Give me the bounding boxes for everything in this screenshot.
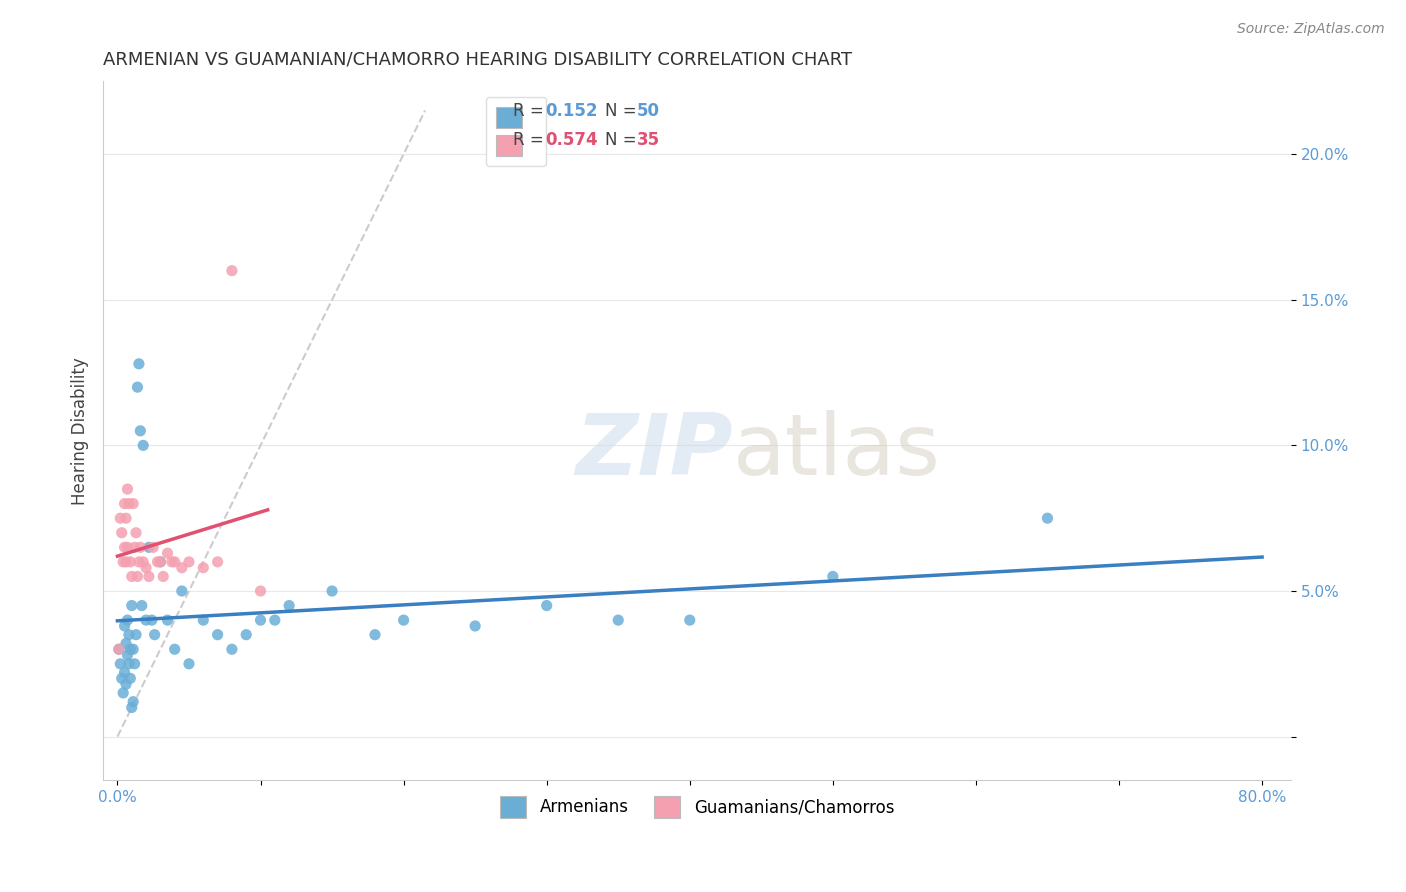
Point: [132, 555, 155, 569]
Point: [152, 569, 174, 583]
Point: [146, 555, 169, 569]
Point: [170, 584, 193, 599]
Point: [117, 541, 139, 555]
Point: [207, 628, 229, 642]
Point: [364, 628, 387, 642]
Point: [110, 657, 132, 671]
Point: [122, 497, 145, 511]
Point: [156, 546, 179, 560]
Point: [536, 599, 558, 613]
Point: [115, 636, 138, 650]
Legend: Armenians, Guamanians/Chamorros: Armenians, Guamanians/Chamorros: [494, 789, 901, 824]
Point: [135, 560, 157, 574]
Point: [249, 584, 271, 599]
Point: [163, 555, 186, 569]
Point: [141, 613, 163, 627]
Point: [249, 613, 271, 627]
Point: [114, 541, 136, 555]
Point: [120, 642, 142, 657]
Point: [125, 628, 148, 642]
Point: [118, 497, 141, 511]
Point: [131, 599, 153, 613]
Point: [177, 657, 200, 671]
Point: [122, 642, 145, 657]
Point: [163, 642, 186, 657]
Point: [118, 657, 141, 671]
Point: [108, 642, 131, 657]
Point: [177, 555, 200, 569]
Point: [1036, 511, 1059, 525]
Point: [114, 497, 136, 511]
Point: [278, 599, 301, 613]
Point: [122, 695, 145, 709]
Point: [607, 613, 630, 627]
Point: [114, 665, 136, 680]
Point: [124, 657, 146, 671]
Point: [110, 511, 132, 525]
Point: [821, 569, 844, 583]
Text: Source: ZipAtlas.com: Source: ZipAtlas.com: [1237, 22, 1385, 37]
Text: ZIP: ZIP: [575, 410, 733, 493]
Point: [138, 569, 160, 583]
Point: [115, 511, 138, 525]
Point: [143, 628, 166, 642]
Point: [121, 599, 143, 613]
Point: [108, 642, 131, 657]
Point: [392, 613, 415, 627]
Point: [132, 438, 155, 452]
Point: [221, 642, 243, 657]
Point: [149, 555, 172, 569]
Point: [128, 555, 150, 569]
Text: atlas: atlas: [733, 410, 941, 493]
Point: [156, 613, 179, 627]
Text: R =: R =: [513, 103, 550, 120]
Point: [115, 555, 138, 569]
Point: [129, 541, 152, 555]
Text: 0.152: 0.152: [546, 103, 598, 120]
Point: [127, 569, 149, 583]
Point: [135, 613, 157, 627]
Point: [118, 628, 141, 642]
Point: [125, 525, 148, 540]
Point: [679, 613, 702, 627]
Point: [207, 555, 229, 569]
Point: [263, 613, 285, 627]
Point: [120, 672, 142, 686]
Y-axis label: Hearing Disability: Hearing Disability: [72, 357, 89, 505]
Point: [160, 555, 183, 569]
Point: [115, 677, 138, 691]
Point: [111, 672, 134, 686]
Point: [149, 555, 172, 569]
Text: ARMENIAN VS GUAMANIAN/CHAMORRO HEARING DISABILITY CORRELATION CHART: ARMENIAN VS GUAMANIAN/CHAMORRO HEARING D…: [103, 51, 852, 69]
Point: [120, 555, 142, 569]
Text: N =: N =: [605, 103, 641, 120]
Point: [128, 357, 150, 371]
Point: [124, 541, 146, 555]
Point: [117, 613, 139, 627]
Point: [112, 555, 135, 569]
Point: [111, 525, 134, 540]
Point: [193, 560, 215, 574]
Point: [117, 482, 139, 496]
Text: 35: 35: [637, 131, 659, 149]
Point: [464, 619, 486, 633]
Point: [114, 619, 136, 633]
Point: [321, 584, 343, 599]
Point: [127, 380, 149, 394]
Text: 50: 50: [637, 103, 659, 120]
Text: 0.574: 0.574: [546, 131, 598, 149]
Point: [138, 541, 160, 555]
Point: [235, 628, 257, 642]
Text: N =: N =: [605, 131, 641, 149]
Point: [170, 560, 193, 574]
Point: [193, 613, 215, 627]
Point: [221, 263, 243, 277]
Point: [121, 700, 143, 714]
Point: [142, 541, 165, 555]
Text: R =: R =: [513, 131, 550, 149]
Point: [121, 569, 143, 583]
Point: [117, 648, 139, 662]
Point: [112, 686, 135, 700]
Point: [129, 424, 152, 438]
